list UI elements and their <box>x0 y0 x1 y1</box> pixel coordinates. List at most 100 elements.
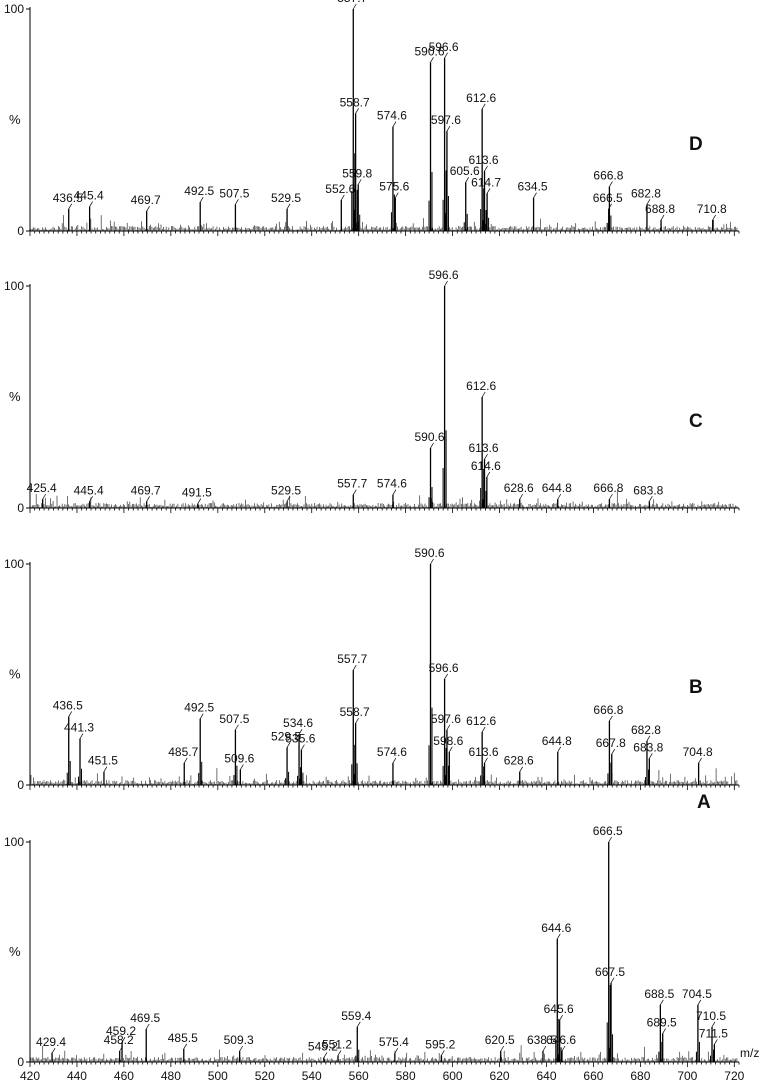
panel-letter-a: A <box>697 792 711 813</box>
peak-label-leader <box>484 165 488 172</box>
peak-label-leader <box>79 733 84 739</box>
peak-label: 689.5 <box>647 1015 677 1029</box>
peak-label-leader <box>446 724 451 730</box>
peak-label-leader <box>286 203 291 209</box>
peak-label: 469.7 <box>131 193 161 207</box>
peak-label: 612.6 <box>466 91 496 105</box>
peak-label: 612.6 <box>466 714 496 728</box>
peak-label: 666.8 <box>593 169 623 183</box>
peak-label-leader <box>68 711 73 717</box>
peak-label: 429.4 <box>36 1035 66 1049</box>
peak-label-leader <box>146 205 150 212</box>
peak-label: 558.7 <box>340 705 370 719</box>
baseline-noise <box>30 768 738 785</box>
peak-label: 614.7 <box>471 175 501 189</box>
spectrum-panel-c: 425.4 445.4 469.7 491.5 529.5 557.7 574.6 590.6… <box>26 268 740 513</box>
peak-label: 595.2 <box>425 1037 455 1051</box>
y-tick-label-0: 0 <box>17 1055 24 1069</box>
peak-label-leader <box>441 1050 445 1056</box>
peak-label-leader <box>660 214 665 221</box>
peak-label: 704.8 <box>683 745 713 759</box>
peak-label-leader <box>341 194 345 201</box>
peak-label-leader <box>430 57 434 63</box>
peak-label: 557.7 <box>337 652 367 666</box>
peak-label-leader <box>392 489 397 495</box>
peak-label-leader <box>533 192 537 198</box>
peak-label: 535.6 <box>285 732 315 746</box>
peak-label: 574.6 <box>377 109 407 123</box>
peak-label-leader <box>89 496 93 502</box>
peak-label: 683.8 <box>633 483 663 497</box>
peak-label-leader <box>394 1048 399 1054</box>
x-tick-label: 460 <box>114 1069 134 1083</box>
peak-label-leader <box>486 188 491 194</box>
peak-label: 613.6 <box>468 153 498 167</box>
peak-label-leader <box>556 933 561 939</box>
peak-label: 485.7 <box>168 745 198 759</box>
peak-label-leader <box>486 471 491 478</box>
peak-label: 628.6 <box>504 481 534 495</box>
peak-label: 529.5 <box>271 191 301 205</box>
peak-label: 666.5 <box>593 191 623 205</box>
peak-label: 559.4 <box>341 1009 371 1023</box>
peak-label-leader <box>465 176 470 183</box>
peak-label: 507.5 <box>219 186 249 200</box>
peak-label-leader <box>352 664 357 671</box>
y-tick-label-0: 0 <box>17 224 24 238</box>
y-tick-label-100: 100 <box>4 557 24 571</box>
peak-label: 491.5 <box>182 486 212 500</box>
peak-label-leader <box>561 1045 566 1052</box>
peak-label: 451.5 <box>88 754 118 768</box>
peak-label-leader <box>448 746 453 753</box>
peak-label-leader <box>68 203 73 209</box>
peak-label-leader <box>559 1015 563 1021</box>
peak-label-leader <box>646 199 651 205</box>
x-tick-label: 440 <box>67 1069 87 1083</box>
peak-label: 436.5 <box>53 191 83 205</box>
peak-label: 710.8 <box>697 202 727 216</box>
peak-label: 612.6 <box>466 379 496 393</box>
peak-label: 534.6 <box>283 716 313 730</box>
peak-label: 710.5 <box>696 1009 726 1023</box>
x-tick-label: 700 <box>677 1069 697 1083</box>
x-tick-label: 660 <box>583 1069 603 1083</box>
peak-label: 688.5 <box>644 987 674 1001</box>
peak-label: 507.5 <box>219 712 249 726</box>
peak-label: 644.8 <box>542 734 572 748</box>
peak-label-leader <box>51 1048 56 1054</box>
peak-label: 598.6 <box>433 734 463 748</box>
peak-label: 638.5 <box>527 1033 557 1047</box>
peak-label-leader <box>557 746 562 753</box>
peak-label-leader <box>609 181 613 187</box>
peak-label: 682.8 <box>631 723 661 737</box>
peak-label-leader <box>356 1021 361 1027</box>
peak-label-leader <box>481 391 486 398</box>
peak-label: 469.7 <box>131 483 161 497</box>
y-axis-unit-label: % <box>9 944 21 959</box>
peak-label-leader <box>337 1050 342 1056</box>
peak-label: 445.4 <box>74 483 104 497</box>
x-tick-label: 720 <box>724 1069 744 1083</box>
peak-label: 590.6 <box>414 546 444 560</box>
peak-label-leader <box>235 724 239 730</box>
peak-label-leader <box>352 3 357 10</box>
peak-label-leader <box>394 192 399 198</box>
peak-label: 614.6 <box>471 459 501 473</box>
peak-label: 557.7 <box>337 477 367 491</box>
peak-label-leader <box>298 728 303 735</box>
peak-label-leader <box>392 121 397 127</box>
peak-label: 551.2 <box>322 1037 352 1051</box>
y-axis-unit-label: % <box>9 112 21 127</box>
peak-label-leader <box>199 713 204 719</box>
peak-label: 558.7 <box>340 95 370 109</box>
peak-label-leader <box>355 717 359 724</box>
peak-label-leader <box>239 1045 243 1052</box>
peak-label: 459.2 <box>106 1024 136 1038</box>
peak-label-leader <box>697 999 702 1005</box>
peak-label-leader <box>235 199 239 205</box>
peak-label: 704.5 <box>682 987 712 1001</box>
peak-label: 574.6 <box>377 477 407 491</box>
peak-label-leader <box>500 1045 505 1052</box>
